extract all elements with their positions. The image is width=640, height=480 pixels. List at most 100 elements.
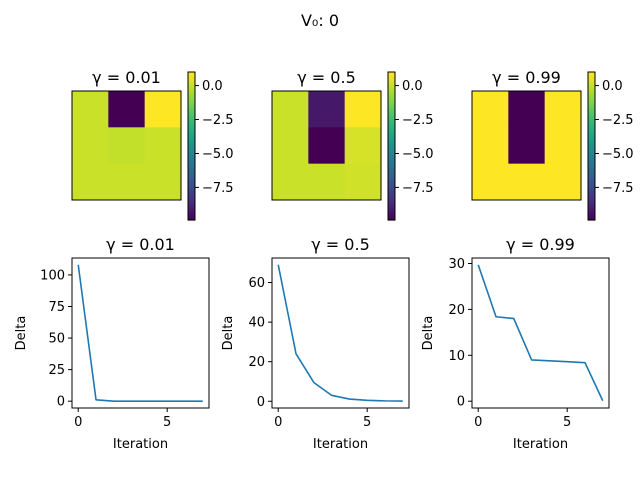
colorbar-segment [388,200,395,204]
y-tick-label: 10 [448,349,465,364]
colorbar-segment [188,81,195,85]
colorbar-segment [588,84,595,88]
colorbar-segment [588,210,595,214]
colorbar-segment [188,217,195,221]
colorbar-tick-label: −2.5 [602,113,634,128]
colorbar-segment [388,175,395,179]
colorbar-tick-label: −5.0 [602,147,634,162]
x-tick-label: 0 [274,415,282,430]
colorbar-segment [388,148,395,152]
colorbar-segment [188,190,195,194]
heatmap-cell [272,127,309,165]
colorbar-segment [188,180,195,184]
colorbar-segment [588,180,595,184]
y-axis-label: Delta [221,316,236,351]
colorbar-tick-label: −5.0 [402,147,434,162]
colorbar-segment [388,76,395,80]
heatmap-cell [472,163,509,201]
heatmap-cell [308,127,346,165]
colorbar-segment [588,104,595,108]
colorbar-segment [588,190,595,194]
colorbar-segment [388,183,395,187]
colorbar-segment [588,163,595,167]
colorbar-segment [188,173,195,177]
colorbar-segment [388,190,395,194]
colorbar-segment [188,187,195,191]
heatmap-cell [544,127,582,165]
colorbar-tick-label: −7.5 [402,181,434,196]
colorbar-segment [588,106,595,110]
colorbar-segment [588,202,595,206]
colorbar-segment [588,170,595,174]
colorbar-segment [188,143,195,147]
heatmap-title: γ = 0.5 [297,68,356,87]
colorbar-segment [588,118,595,122]
colorbar-segment [588,76,595,80]
x-tick-label: 0 [474,415,482,430]
colorbar-segment [188,215,195,219]
colorbar-segment [388,136,395,140]
colorbar-segment [188,178,195,182]
colorbar-tick-label: −5.0 [202,147,234,162]
colorbar-segment [388,126,395,130]
colorbar-segment [588,143,595,147]
x-axis-label: Iteration [113,437,168,452]
colorbar-segment [188,165,195,169]
colorbar-segment [388,138,395,142]
colorbar-segment [588,86,595,90]
x-tick-label: 5 [163,415,171,430]
colorbar-segment [588,123,595,127]
subplot-panels: γ = 0.01 0.0 −2.5 −5.0 −7.5 γ = 0.5 0.0 −2.5 −5.… [14,68,634,452]
colorbar-segment [588,146,595,150]
colorbar-segment [388,146,395,150]
colorbar-segment [588,79,595,83]
colorbar-segment [588,109,595,113]
heatmap-frame [271,90,382,201]
colorbar-segment [388,153,395,157]
colorbar-segment [588,153,595,157]
colorbar-segment [388,185,395,189]
colorbar-segment [388,121,395,125]
colorbar-segment [188,94,195,98]
colorbar-segment [188,126,195,130]
colorbar-segment [388,143,395,147]
colorbar-segment [588,158,595,162]
colorbar-segment [388,106,395,110]
colorbar-segment [588,94,595,98]
heatmap-cell [344,127,382,165]
colorbar-segment [588,195,595,199]
colorbar-segment [188,136,195,140]
line-chart-title: γ = 0.01 [106,235,175,254]
colorbar-segment [188,116,195,120]
x-axis-label: Iteration [513,437,568,452]
heatmap-cell [108,127,146,165]
colorbar-segment [588,185,595,189]
colorbar-segment [588,175,595,179]
colorbar-tick-label: 0.0 [202,79,223,94]
colorbar-segment [188,96,195,100]
heatmap-cell [472,91,509,128]
heatmap-cell [72,127,109,165]
heatmap-cell [108,91,146,128]
colorbar-segment [588,99,595,103]
colorbar-segment [188,106,195,110]
colorbar-segment [388,173,395,177]
colorbar-segment [388,104,395,108]
colorbar-tick-label: 0.0 [602,79,623,94]
y-tick-label: 40 [248,316,265,331]
colorbar-segment [588,113,595,117]
colorbar-segment [188,150,195,154]
colorbar-segment [388,74,395,78]
colorbar-segment [188,131,195,135]
colorbar-segment [388,128,395,132]
colorbar-segment [388,123,395,127]
y-tick-label: 0 [257,395,265,410]
colorbar-segment [188,158,195,162]
heatmap-cell [308,91,346,128]
colorbar-tick-label: −2.5 [402,113,434,128]
heatmap-frame [71,90,182,201]
colorbar-segment [188,76,195,80]
colorbar-segment [388,165,395,169]
colorbar-segment [388,197,395,201]
colorbar-segment [188,195,195,199]
